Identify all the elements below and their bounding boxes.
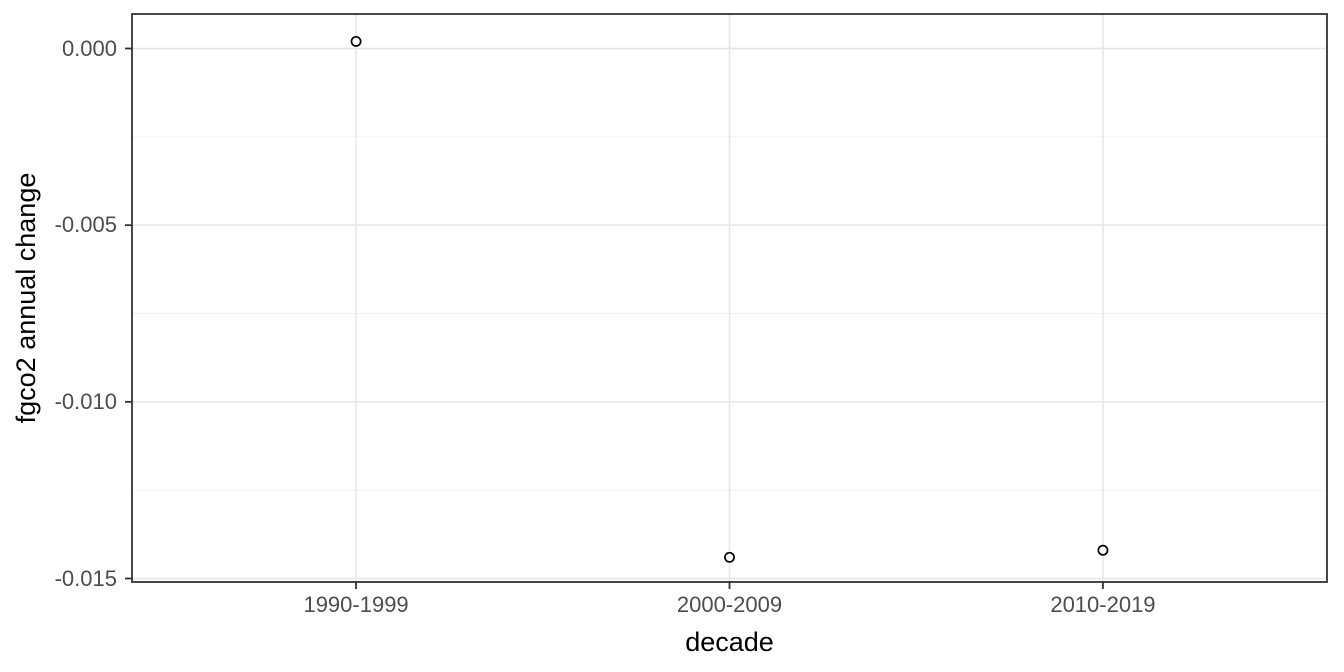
x-tick-label: 2000-2009 [676, 592, 783, 617]
data-point [1097, 544, 1109, 556]
y-axis-title: fgco2 annual change [11, 172, 41, 424]
panel-border [131, 13, 1328, 583]
x-tick-label: 1990-1999 [303, 592, 409, 617]
y-tick-label: -0.015 [54, 565, 117, 591]
x-axis-title: decade [685, 627, 774, 657]
x-tick-label: 2010-2019 [1050, 592, 1156, 617]
y-tick-label: -0.005 [54, 212, 117, 238]
y-tick-label: -0.010 [54, 388, 117, 414]
data-point [350, 35, 362, 47]
y-tick-label: 0.000 [61, 35, 117, 61]
data-point [724, 551, 735, 563]
